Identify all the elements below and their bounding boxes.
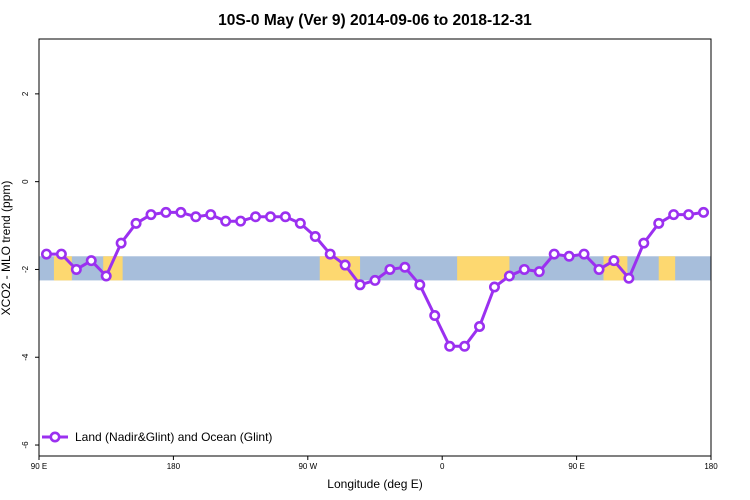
data-point (623, 272, 635, 284)
data-point (384, 263, 396, 275)
data-point (444, 340, 456, 352)
x-axis: 90 E 180 90 W 0 90 E 180 (31, 456, 718, 471)
data-point (518, 263, 530, 275)
legend: Land (Nadir&Glint) and Ocean (Glint) (42, 430, 272, 444)
data-point (503, 270, 515, 282)
data-point (608, 255, 620, 267)
plot-frame (38, 38, 712, 457)
y-tick-label: 0 (21, 179, 30, 184)
chart-title: 10S-0 May (Ver 9) 2014-09-06 to 2018-12-… (218, 12, 532, 29)
data-point (309, 231, 321, 243)
legend-label: Land (Nadir&Glint) and Ocean (Glint) (75, 430, 272, 444)
data-point (220, 215, 232, 227)
data-point (653, 217, 665, 229)
x-tick-label: 90 E (568, 462, 584, 471)
data-point (115, 237, 127, 249)
data-point (474, 321, 486, 333)
data-point (160, 206, 172, 218)
y-tick-label: -2 (21, 265, 30, 273)
data-point (414, 279, 426, 291)
data-point (488, 281, 500, 293)
land-region (658, 256, 676, 281)
data-point (235, 215, 247, 227)
data-point (339, 259, 351, 271)
land-region (457, 256, 510, 281)
x-tick-label: 0 (440, 462, 445, 471)
data-point (548, 248, 560, 260)
y-tick-label: -4 (21, 353, 30, 361)
data-point (294, 217, 306, 229)
data-point (70, 263, 82, 275)
data-series (40, 206, 710, 352)
data-point (190, 211, 202, 223)
data-point (279, 211, 291, 223)
legend-marker-icon (49, 431, 61, 443)
x-tick-label: 90 E (31, 462, 47, 471)
data-point (683, 209, 695, 221)
y-axis-label: XCO2 - MLO trend (ppm) (0, 181, 13, 316)
data-point (175, 206, 187, 218)
data-point (205, 209, 217, 221)
data-point (324, 248, 336, 260)
data-point (698, 206, 710, 218)
data-point (354, 279, 366, 291)
y-tick-label: 2 (21, 91, 30, 96)
data-point (40, 248, 52, 260)
x-tick-label: 90 W (298, 462, 317, 471)
data-point (593, 263, 605, 275)
x-axis-label: Longitude (deg E) (327, 477, 422, 491)
data-point (563, 250, 575, 262)
y-tick-label: -6 (21, 441, 30, 449)
x-tick-label: 180 (704, 462, 718, 471)
x-tick-label: 180 (167, 462, 181, 471)
data-point (369, 274, 381, 286)
data-point (145, 209, 157, 221)
data-point (55, 248, 67, 260)
data-point (100, 270, 112, 282)
data-point (250, 211, 262, 223)
data-point (638, 237, 650, 249)
data-point (459, 340, 471, 352)
data-point (85, 255, 97, 267)
data-point (399, 261, 411, 273)
data-point (429, 310, 441, 322)
y-axis: 2 0 -2 -4 -6 (21, 91, 39, 449)
land-region (53, 256, 72, 281)
data-point (533, 266, 545, 278)
data-point (668, 209, 680, 221)
data-point (578, 248, 590, 260)
data-point (264, 211, 276, 223)
data-point (130, 217, 142, 229)
